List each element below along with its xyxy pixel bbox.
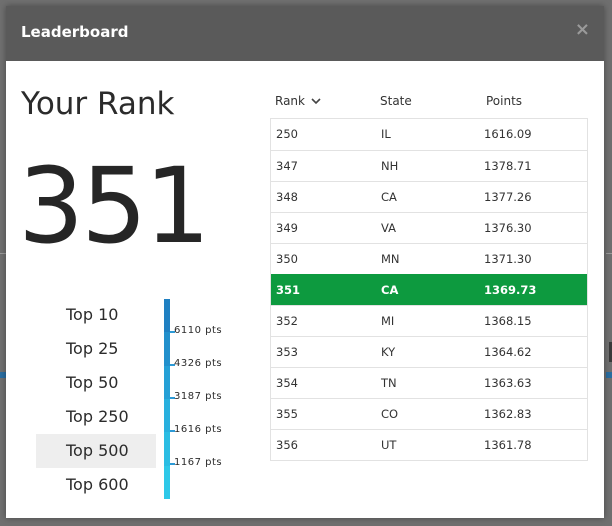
tier-item[interactable]: Top 10 bbox=[66, 305, 119, 324]
cell-state: CA bbox=[381, 283, 399, 297]
tier-points-label: 6110 pts bbox=[174, 325, 223, 336]
tier-tick bbox=[170, 463, 175, 465]
modal-title: Leaderboard bbox=[21, 23, 129, 41]
table-body: 250 IL 1616.09 347 NH 1378.71 348 CA 1377.26 349 V… bbox=[270, 118, 588, 461]
cell-state: CA bbox=[381, 190, 397, 204]
cell-rank: 250 bbox=[276, 127, 298, 141]
tier-points-label: 3187 pts bbox=[174, 391, 223, 402]
tier-gradient-bar bbox=[164, 299, 175, 500]
tier-item[interactable]: Top 600 bbox=[66, 475, 129, 494]
cell-rank: 351 bbox=[276, 283, 301, 297]
table-row: 356 UT 1361.78 bbox=[271, 429, 587, 460]
cell-state: IL bbox=[381, 127, 391, 141]
tier-item[interactable]: Top 25 bbox=[66, 339, 119, 358]
cell-state: UT bbox=[381, 438, 397, 452]
cell-points: 1378.71 bbox=[484, 159, 532, 173]
leaderboard-modal: Leaderboard × Your Rank 351 Top 10 Top 25… bbox=[6, 6, 604, 518]
tier-points-label: 1167 pts bbox=[174, 457, 223, 468]
background-divider bbox=[0, 253, 6, 254]
cell-rank: 350 bbox=[276, 252, 298, 266]
tier-tick bbox=[170, 331, 175, 333]
tier-bar-segment bbox=[164, 465, 170, 500]
table-row: 355 CO 1362.83 bbox=[271, 398, 587, 429]
cell-state: VA bbox=[381, 221, 396, 235]
chevron-down-icon[interactable] bbox=[310, 95, 322, 107]
table-row: 354 TN 1363.63 bbox=[271, 367, 587, 398]
background-accent bbox=[0, 372, 6, 378]
cell-points: 1363.63 bbox=[484, 376, 532, 390]
rank-value: 351 bbox=[18, 145, 211, 267]
cell-rank: 347 bbox=[276, 159, 298, 173]
table-row: 348 CA 1377.26 bbox=[271, 181, 587, 212]
your-rank-heading: Your Rank bbox=[21, 86, 175, 122]
leaderboard-table: Rank State Points 250 IL 1616.09 347 NH 1378.… bbox=[270, 90, 588, 461]
cell-rank: 355 bbox=[276, 407, 298, 421]
tier-tick bbox=[170, 364, 175, 366]
tier-bar-segment bbox=[164, 399, 170, 433]
column-header-rank[interactable]: Rank bbox=[275, 94, 305, 108]
background-divider bbox=[606, 253, 612, 254]
tier-bar-segment bbox=[164, 432, 170, 467]
tier-points-label: 4326 pts bbox=[174, 358, 223, 369]
tier-list: Top 10 Top 25 Top 50 Top 250 Top 500 Top 600 bbox=[36, 298, 156, 502]
column-header-points[interactable]: Points bbox=[486, 94, 523, 108]
modal-header: Leaderboard × bbox=[6, 6, 604, 61]
table-row: 250 IL 1616.09 bbox=[271, 119, 587, 150]
background-accent bbox=[606, 372, 612, 378]
cell-points: 1369.73 bbox=[484, 283, 537, 297]
tier-bar-segment bbox=[164, 332, 170, 367]
cell-rank: 348 bbox=[276, 190, 298, 204]
cell-points: 1368.15 bbox=[484, 314, 532, 328]
cell-state: MI bbox=[381, 314, 395, 328]
background-accent bbox=[609, 342, 612, 362]
cell-rank: 349 bbox=[276, 221, 298, 235]
cell-state: MN bbox=[381, 252, 400, 266]
table-header: Rank State Points bbox=[270, 90, 588, 118]
tier-item[interactable]: Top 500 bbox=[36, 434, 156, 468]
close-icon[interactable]: × bbox=[574, 19, 590, 40]
tier-item[interactable]: Top 50 bbox=[66, 373, 119, 392]
cell-points: 1364.62 bbox=[484, 345, 532, 359]
table-row: 349 VA 1376.30 bbox=[271, 212, 587, 243]
cell-rank: 352 bbox=[276, 314, 298, 328]
table-row: 347 NH 1378.71 bbox=[271, 150, 587, 181]
cell-points: 1376.30 bbox=[484, 221, 532, 235]
tier-points-label: 1616 pts bbox=[174, 424, 223, 435]
cell-points: 1371.30 bbox=[484, 252, 532, 266]
tier-bar-segment bbox=[164, 365, 170, 400]
table-row: 352 MI 1368.15 bbox=[271, 305, 587, 336]
table-row: 350 MN 1371.30 bbox=[271, 243, 587, 274]
cell-state: TN bbox=[381, 376, 397, 390]
tier-tick bbox=[170, 397, 175, 399]
cell-points: 1377.26 bbox=[484, 190, 532, 204]
table-row-current-user: 351 CA 1369.73 bbox=[271, 274, 587, 305]
cell-state: CO bbox=[381, 407, 399, 421]
cell-state: NH bbox=[381, 159, 399, 173]
cell-points: 1616.09 bbox=[484, 127, 532, 141]
cell-state: KY bbox=[381, 345, 396, 359]
tier-tick bbox=[170, 430, 175, 432]
cell-points: 1361.78 bbox=[484, 438, 532, 452]
table-row: 353 KY 1364.62 bbox=[271, 336, 587, 367]
column-header-state[interactable]: State bbox=[380, 94, 412, 108]
cell-rank: 356 bbox=[276, 438, 298, 452]
cell-rank: 354 bbox=[276, 376, 298, 390]
cell-points: 1362.83 bbox=[484, 407, 532, 421]
tier-item[interactable]: Top 250 bbox=[66, 407, 129, 426]
tier-bar-segment bbox=[164, 299, 170, 333]
cell-rank: 353 bbox=[276, 345, 298, 359]
